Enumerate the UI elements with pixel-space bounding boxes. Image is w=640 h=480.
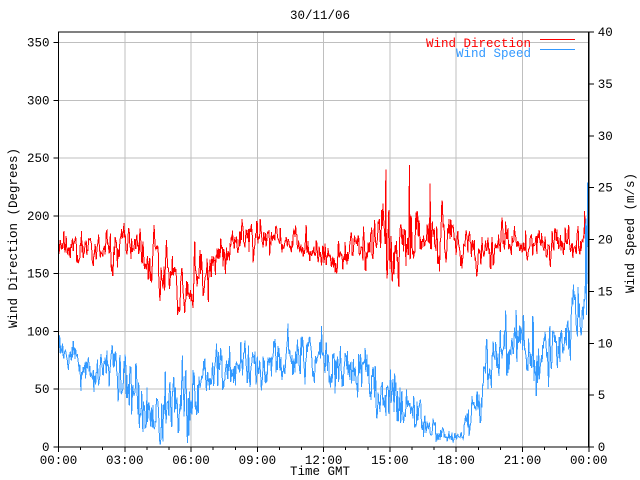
svg-text:200: 200 [27,210,50,224]
svg-text:10: 10 [598,337,613,351]
svg-text:5: 5 [598,389,606,403]
svg-text:100: 100 [27,325,50,339]
svg-text:35: 35 [598,78,613,92]
svg-text:150: 150 [27,268,50,282]
svg-text:50: 50 [34,383,49,397]
svg-text:15: 15 [598,285,613,299]
svg-text:40: 40 [598,26,613,40]
svg-text:20: 20 [598,234,613,248]
svg-text:25: 25 [598,182,613,196]
svg-text:300: 300 [27,94,50,108]
svg-text:250: 250 [27,152,50,166]
svg-text:30: 30 [598,130,613,144]
svg-text:0: 0 [42,441,50,455]
svg-text:0: 0 [598,441,606,455]
